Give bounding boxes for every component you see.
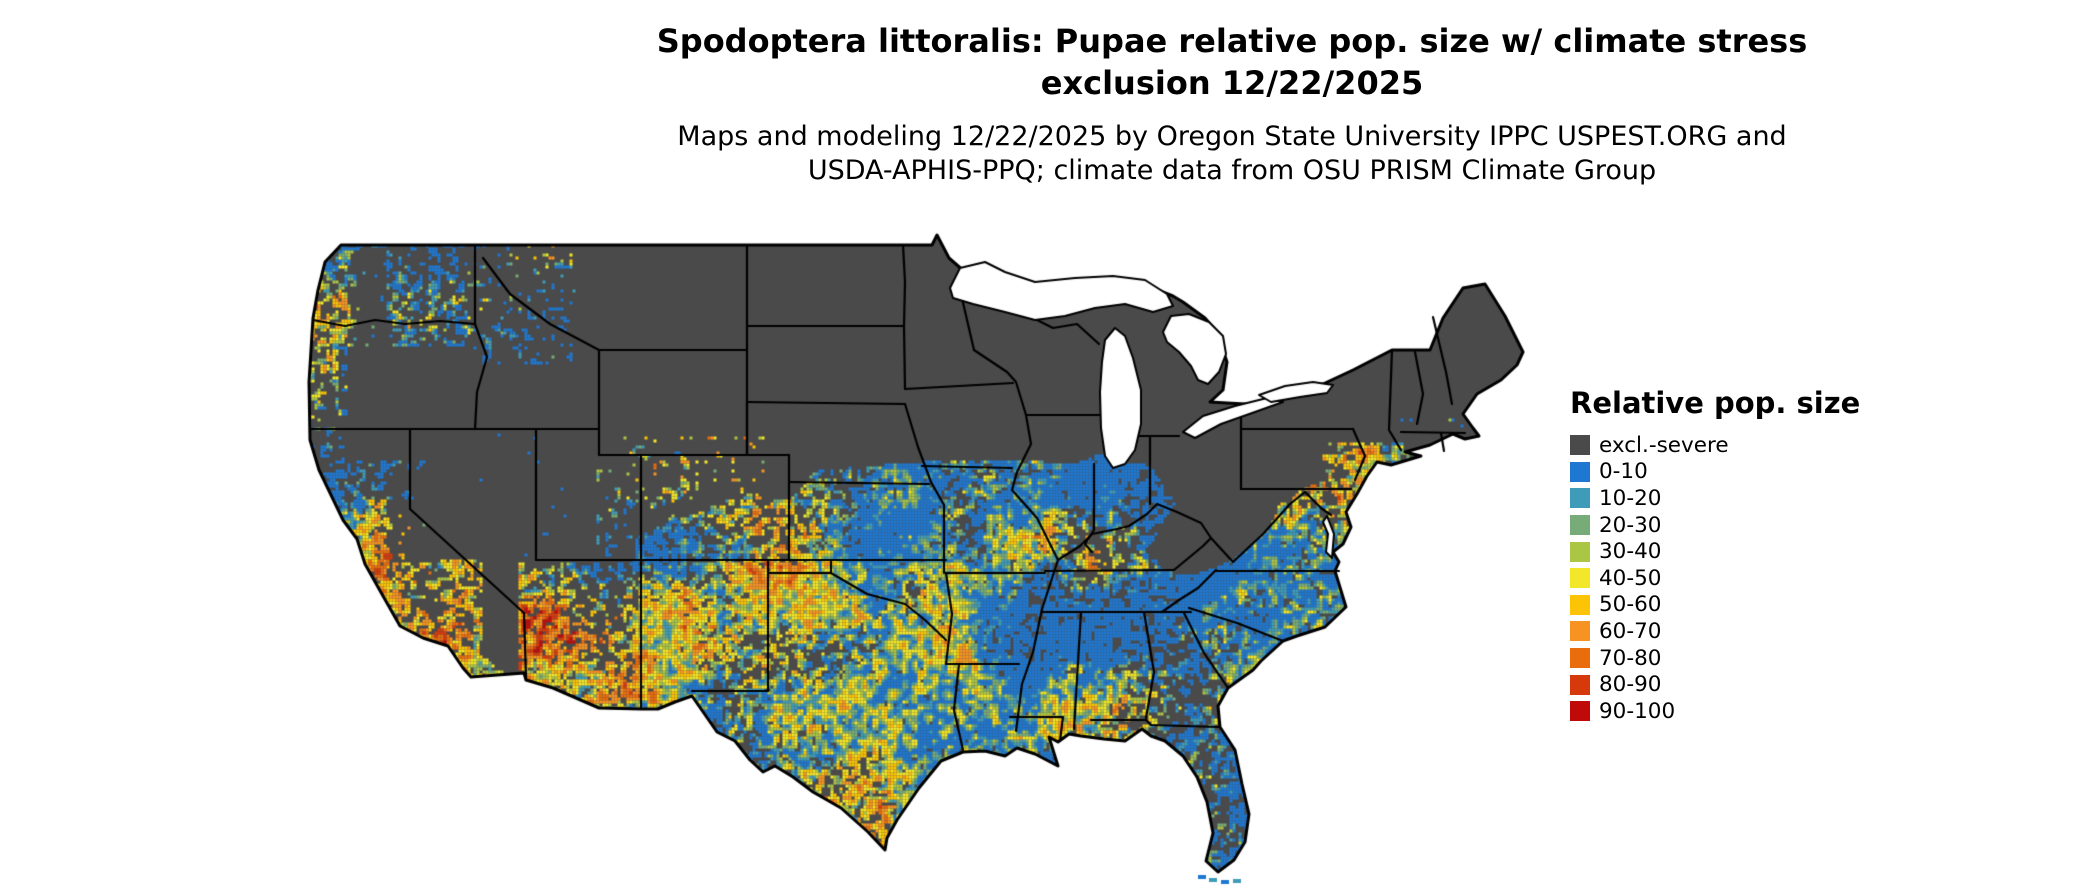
legend-item: 10-20 xyxy=(1570,485,1860,512)
us-distribution-map xyxy=(305,232,1525,887)
legend-item: 60-70 xyxy=(1570,618,1860,645)
legend-item-label: 30-40 xyxy=(1599,539,1662,565)
legend-swatch xyxy=(1570,515,1590,536)
legend-swatch xyxy=(1570,568,1590,589)
legend-item: 70-80 xyxy=(1570,645,1860,672)
map-subtitle-line-1: Maps and modeling 12/22/2025 by Oregon S… xyxy=(677,121,1787,152)
legend-item: 0-10 xyxy=(1570,459,1860,486)
legend-item-label: 40-50 xyxy=(1599,565,1662,591)
legend-item: 30-40 xyxy=(1570,538,1860,565)
map-subtitle-line-2: USDA-APHIS-PPQ; climate data from OSU PR… xyxy=(807,155,1657,186)
legend-swatch xyxy=(1570,488,1590,509)
legend-swatch xyxy=(1570,648,1590,669)
map-title-line-1: Spodoptera littoralis: Pupae relative po… xyxy=(656,22,1808,60)
legend-item-label: 10-20 xyxy=(1599,485,1662,511)
header: Spodoptera littoralis: Pupae relative po… xyxy=(364,20,2100,188)
legend-swatch xyxy=(1570,674,1590,695)
legend-item: 90-100 xyxy=(1570,698,1860,725)
legend-item-label: 90-100 xyxy=(1599,698,1676,724)
legend-title: Relative pop. size xyxy=(1570,386,1861,420)
legend-item: 80-90 xyxy=(1570,671,1860,698)
map-subtitle: Maps and modeling 12/22/2025 by Oregon S… xyxy=(364,120,2100,188)
legend-item-label: excl.-severe xyxy=(1599,432,1729,458)
legend-item: 50-60 xyxy=(1570,592,1860,619)
legend-swatch xyxy=(1570,461,1590,482)
legend-item-label: 70-80 xyxy=(1599,645,1662,671)
legend-swatch xyxy=(1570,594,1590,615)
legend-items: excl.-severe 0-10 10-20 20-30 30-40 40-50 50-6… xyxy=(1570,432,1860,725)
legend: Relative pop. size excl.-severe 0-10 10-20… xyxy=(1570,386,1860,725)
map-title: Spodoptera littoralis: Pupae relative po… xyxy=(364,20,2100,104)
legend-swatch xyxy=(1570,701,1590,722)
legend-item: 20-30 xyxy=(1570,512,1860,539)
legend-item: excl.-severe xyxy=(1570,432,1860,459)
legend-item-label: 50-60 xyxy=(1599,592,1662,618)
legend-swatch xyxy=(1570,621,1590,642)
legend-swatch xyxy=(1570,435,1590,456)
legend-item-label: 60-70 xyxy=(1599,618,1662,644)
legend-item: 40-50 xyxy=(1570,565,1860,592)
legend-item-label: 80-90 xyxy=(1599,672,1662,698)
map-title-line-2: exclusion 12/22/2025 xyxy=(1040,64,1424,102)
legend-swatch xyxy=(1570,541,1590,562)
legend-item-label: 20-30 xyxy=(1599,512,1662,538)
legend-item-label: 0-10 xyxy=(1599,459,1648,485)
